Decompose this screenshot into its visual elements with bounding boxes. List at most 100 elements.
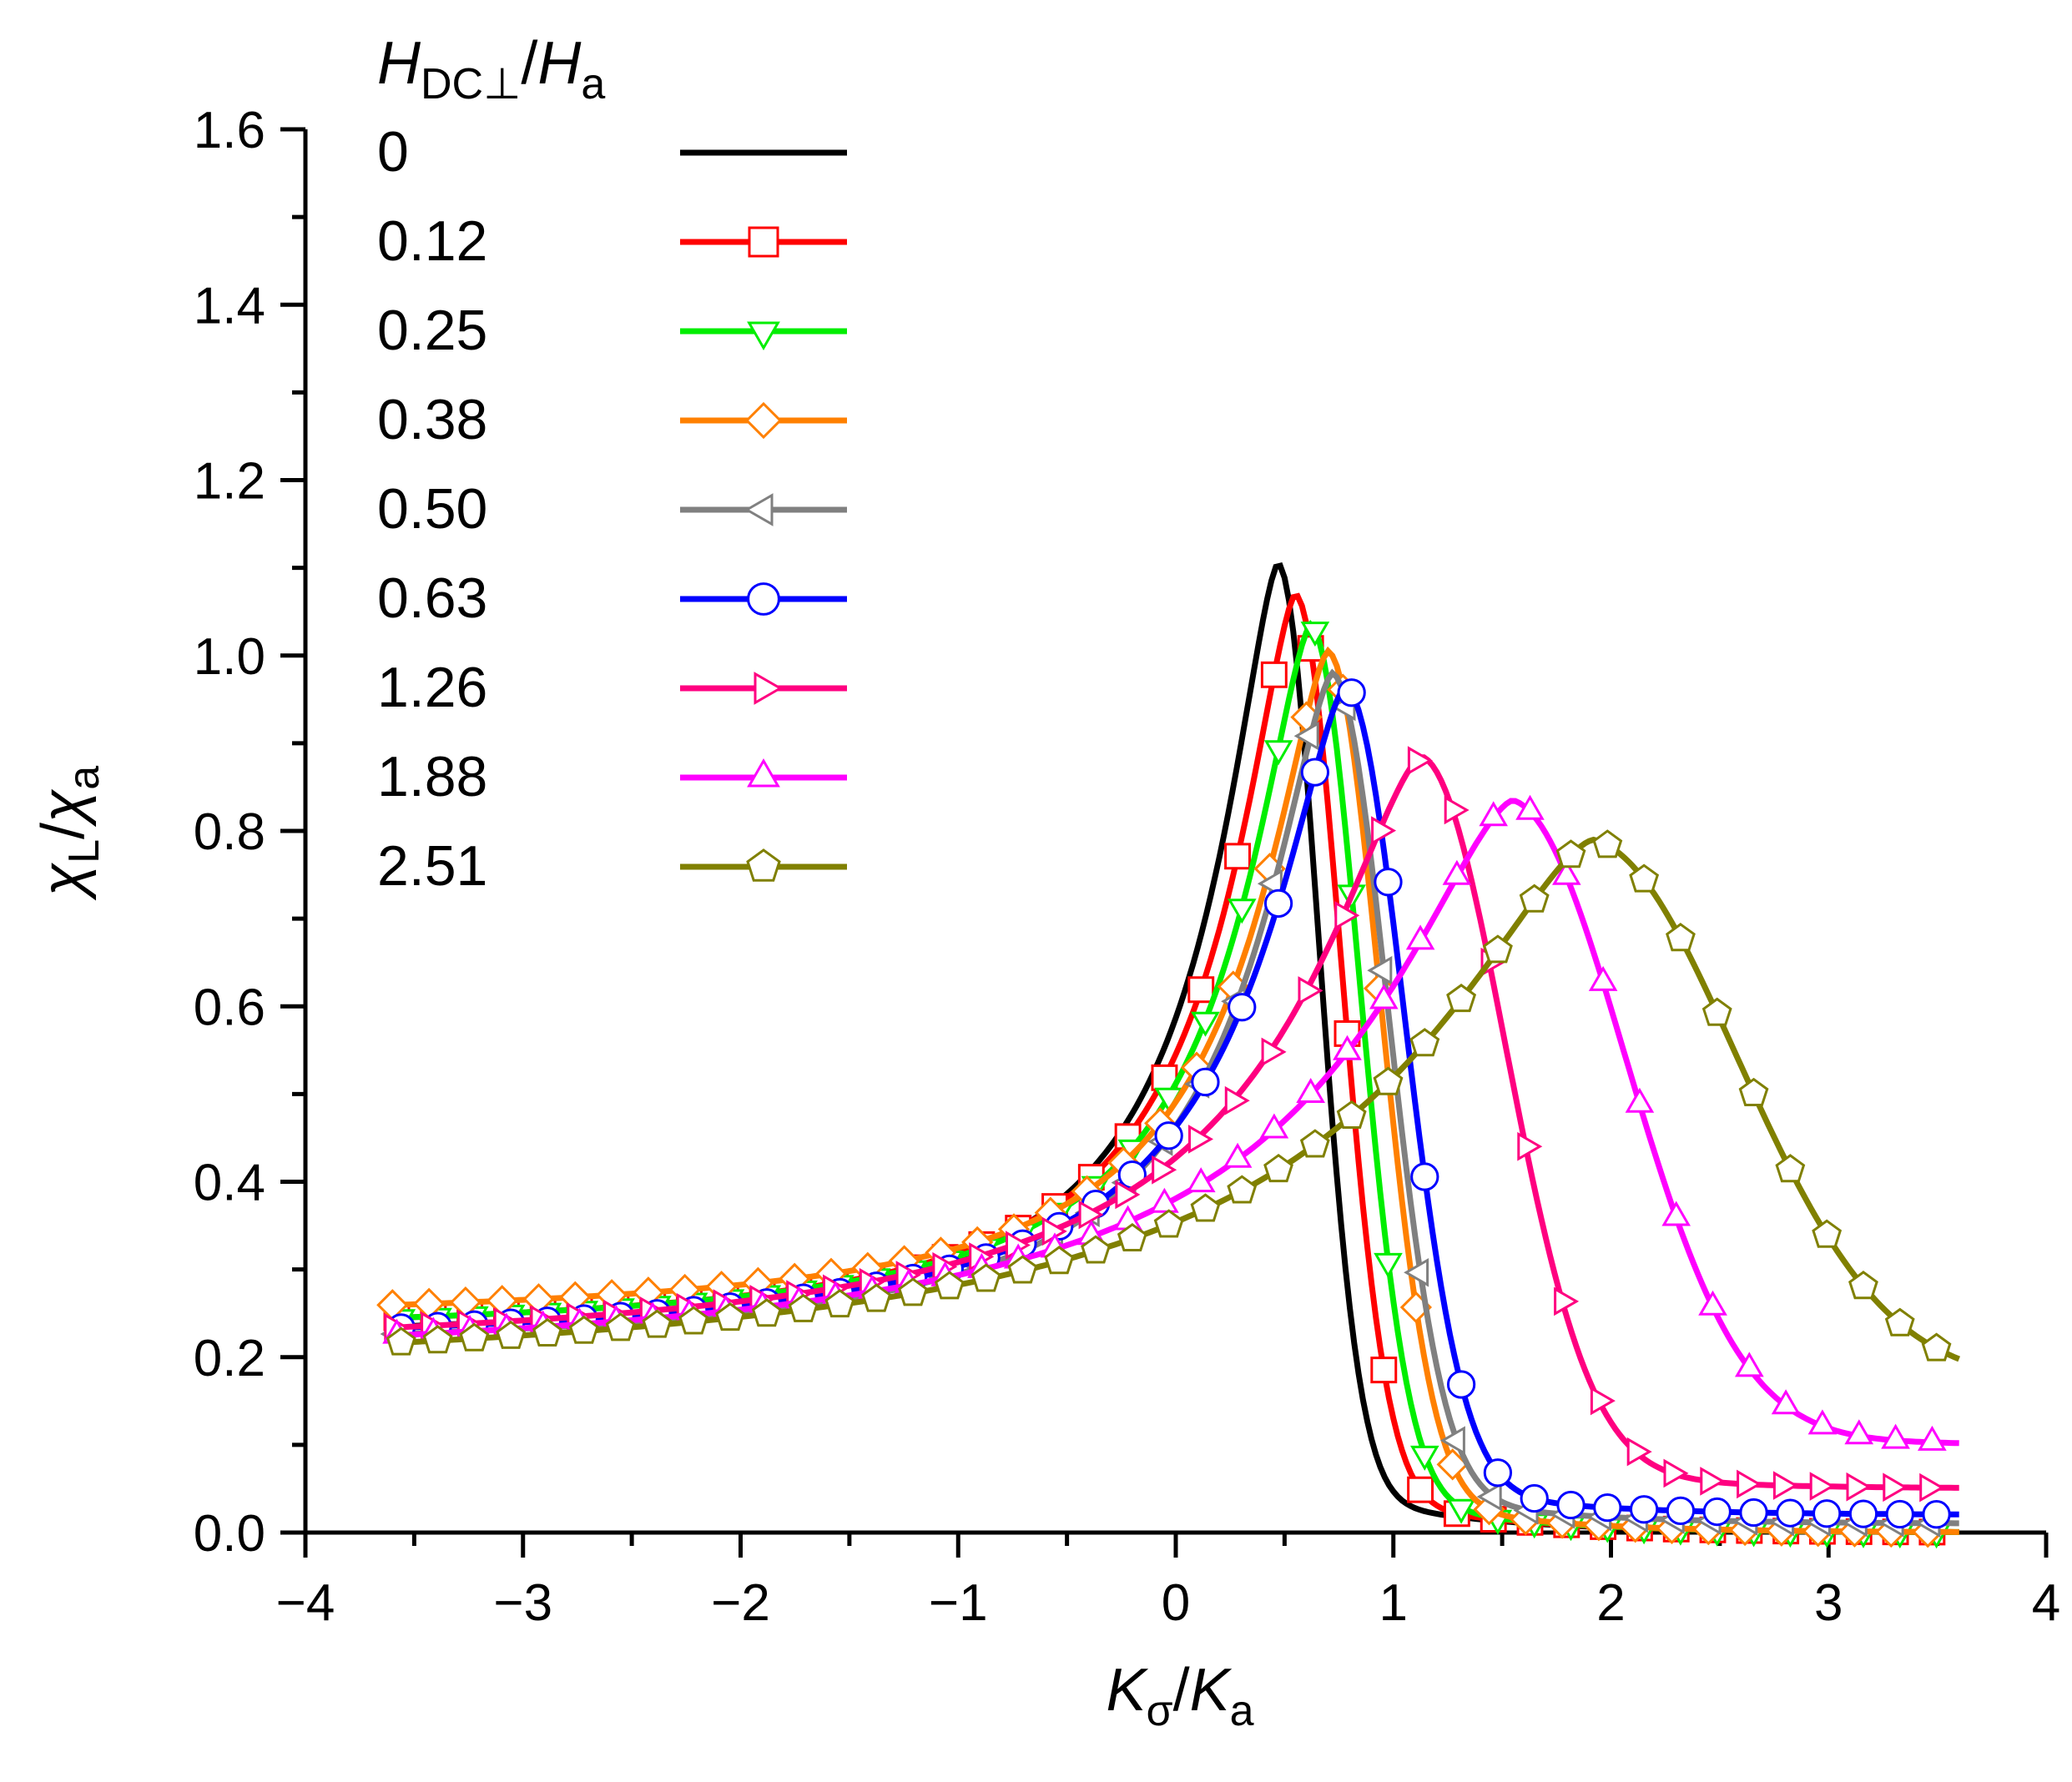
data-point	[934, 1271, 965, 1300]
data-point	[1227, 899, 1257, 924]
data-point	[1259, 1113, 1289, 1139]
x-tick-label: 1	[1379, 1574, 1408, 1632]
data-point	[1588, 965, 1618, 991]
legend-marker	[748, 226, 779, 258]
data-point	[1007, 1255, 1038, 1284]
data-point	[1263, 740, 1293, 766]
data-point	[1337, 678, 1366, 707]
data-point	[970, 1263, 1001, 1292]
data-point	[1410, 1162, 1439, 1191]
legend-item: 1.88	[377, 745, 847, 808]
legend-title: HDC⊥/Ha	[377, 30, 605, 108]
y-axis-title: χL/χa	[30, 766, 108, 902]
data-point	[1191, 1067, 1220, 1097]
legend-item: 0.50	[377, 477, 847, 541]
data-point	[1227, 1175, 1258, 1204]
data-point	[1809, 1472, 1835, 1501]
data-point	[1300, 622, 1330, 647]
data-point	[1919, 1472, 1945, 1503]
data-point	[1881, 1423, 1910, 1449]
data-point	[1626, 1437, 1652, 1467]
data-point	[1807, 1409, 1838, 1435]
series-0.25	[386, 619, 1959, 1549]
legend-label: 1.26	[377, 656, 487, 719]
data-point	[1188, 1125, 1214, 1154]
data-point	[568, 1315, 599, 1344]
x-tick-label: −2	[711, 1574, 770, 1632]
y-tick-label: 0.8	[194, 803, 265, 861]
legend-item: 1.26	[377, 656, 847, 719]
legend-label: 0.12	[377, 209, 487, 273]
data-point	[1263, 1153, 1293, 1183]
data-point	[1922, 1500, 1951, 1529]
data-point	[1776, 1498, 1805, 1528]
data-point	[715, 1302, 745, 1331]
x-tick-label: 4	[2032, 1574, 2060, 1632]
legend-item: 0.25	[377, 299, 847, 362]
data-point	[1738, 1077, 1769, 1106]
x-tick-label: −1	[929, 1574, 988, 1632]
data-point	[1921, 1332, 1952, 1362]
x-tick-label: −3	[493, 1574, 552, 1632]
data-point	[1224, 1085, 1250, 1115]
data-point	[1371, 816, 1397, 846]
data-point	[1556, 1490, 1586, 1520]
data-point	[1629, 1495, 1659, 1524]
data-point	[1625, 1087, 1655, 1113]
data-point	[1848, 1271, 1878, 1300]
data-point	[1153, 1209, 1184, 1238]
legend-item: 0	[377, 120, 847, 184]
data-point	[1370, 1357, 1398, 1384]
data-point	[1515, 794, 1545, 820]
y-tick-label: 0.0	[194, 1505, 265, 1563]
data-point	[1883, 1472, 1908, 1503]
y-tick-label: 0.6	[194, 979, 265, 1036]
y-tick-label: 1.0	[194, 628, 265, 686]
legend-item: 2.51	[377, 834, 847, 898]
data-point	[1261, 1037, 1287, 1067]
legend-marker	[747, 758, 780, 788]
data-point	[1300, 758, 1330, 787]
x-axis-title: Kσ/Ka	[1106, 1657, 1253, 1735]
data-point	[1186, 1167, 1216, 1193]
data-point	[1554, 1286, 1580, 1316]
data-point	[1666, 1496, 1696, 1525]
data-point	[1846, 1472, 1872, 1502]
legend-label: 1.88	[377, 745, 487, 808]
data-point	[1299, 1129, 1330, 1158]
data-point	[1224, 843, 1251, 870]
data-point	[1476, 1482, 1502, 1512]
data-point	[1917, 1425, 1947, 1451]
data-point	[1374, 1252, 1403, 1278]
data-point	[1446, 1498, 1476, 1524]
legend-marker	[747, 321, 780, 351]
data-point	[1552, 859, 1581, 885]
data-point	[1154, 1121, 1183, 1150]
legend-label: 0.63	[377, 566, 487, 630]
data-point	[1115, 1180, 1141, 1210]
data-point	[1666, 923, 1696, 952]
data-point	[1293, 721, 1319, 751]
data-point	[1590, 1386, 1616, 1416]
data-point	[1884, 1307, 1915, 1336]
data-point	[1187, 976, 1215, 1004]
series-2.51	[386, 829, 1961, 1362]
legend-item: 0.12	[377, 209, 847, 273]
data-point	[1078, 1200, 1104, 1230]
data-point	[1517, 1131, 1543, 1161]
series-line	[392, 592, 1959, 1535]
data-point	[1263, 888, 1293, 919]
data-point	[1629, 863, 1660, 893]
data-point	[1044, 1246, 1075, 1275]
data-point	[1439, 1426, 1465, 1456]
data-point	[1367, 955, 1393, 985]
data-point	[1848, 1499, 1878, 1528]
data-point	[1334, 901, 1360, 930]
data-point	[1369, 984, 1399, 1009]
data-point	[1405, 924, 1435, 950]
data-point	[1520, 1483, 1549, 1513]
data-point	[1772, 1471, 1798, 1500]
legend: HDC⊥/Ha 0 0.12 0.25 0.38 0.50 0.63 1.26 1.88 2.51	[377, 30, 847, 898]
data-point	[1739, 1498, 1768, 1528]
